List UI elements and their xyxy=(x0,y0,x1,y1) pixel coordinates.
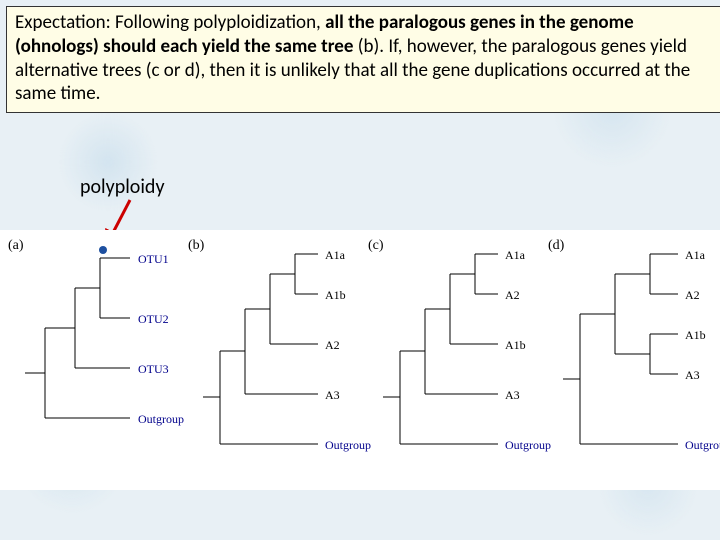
caption-prefix: Expectation: Following polyploidization, xyxy=(15,11,325,34)
leaf-label-c-2: A1b xyxy=(505,338,526,353)
leaf-label-b-0: A1a xyxy=(325,248,345,263)
leaf-label-d-3: A3 xyxy=(685,368,700,383)
leaf-label-b-2: A2 xyxy=(325,338,340,353)
trees-panel: (a)OTU1OTU2OTU3Outgroup(b)A1aA1bA2A3Outg… xyxy=(0,230,720,490)
leaf-label-d-4: Outgroup xyxy=(685,438,720,453)
tree-a xyxy=(20,240,170,470)
leaf-label-d-0: A1a xyxy=(685,248,705,263)
leaf-label-c-3: A3 xyxy=(505,388,520,403)
leaf-label-b-1: A1b xyxy=(325,288,346,303)
polyploidy-dot-icon xyxy=(99,246,107,254)
leaf-label-a-2: OTU3 xyxy=(138,362,169,377)
leaf-label-c-4: Outgroup xyxy=(505,438,551,453)
leaf-label-b-3: A3 xyxy=(325,388,340,403)
leaf-label-a-3: Outgroup xyxy=(138,412,184,427)
leaf-label-d-2: A1b xyxy=(685,328,706,343)
leaf-label-c-1: A2 xyxy=(505,288,520,303)
caption-box: Expectation: Following polyploidization,… xyxy=(6,6,720,113)
leaf-label-c-0: A1a xyxy=(505,248,525,263)
leaf-label-d-1: A2 xyxy=(685,288,700,303)
leaf-label-a-1: OTU2 xyxy=(138,312,169,327)
leaf-label-b-4: Outgroup xyxy=(325,438,371,453)
leaf-label-a-0: OTU1 xyxy=(138,252,169,267)
polyploidy-label: polyploidy xyxy=(80,175,165,199)
